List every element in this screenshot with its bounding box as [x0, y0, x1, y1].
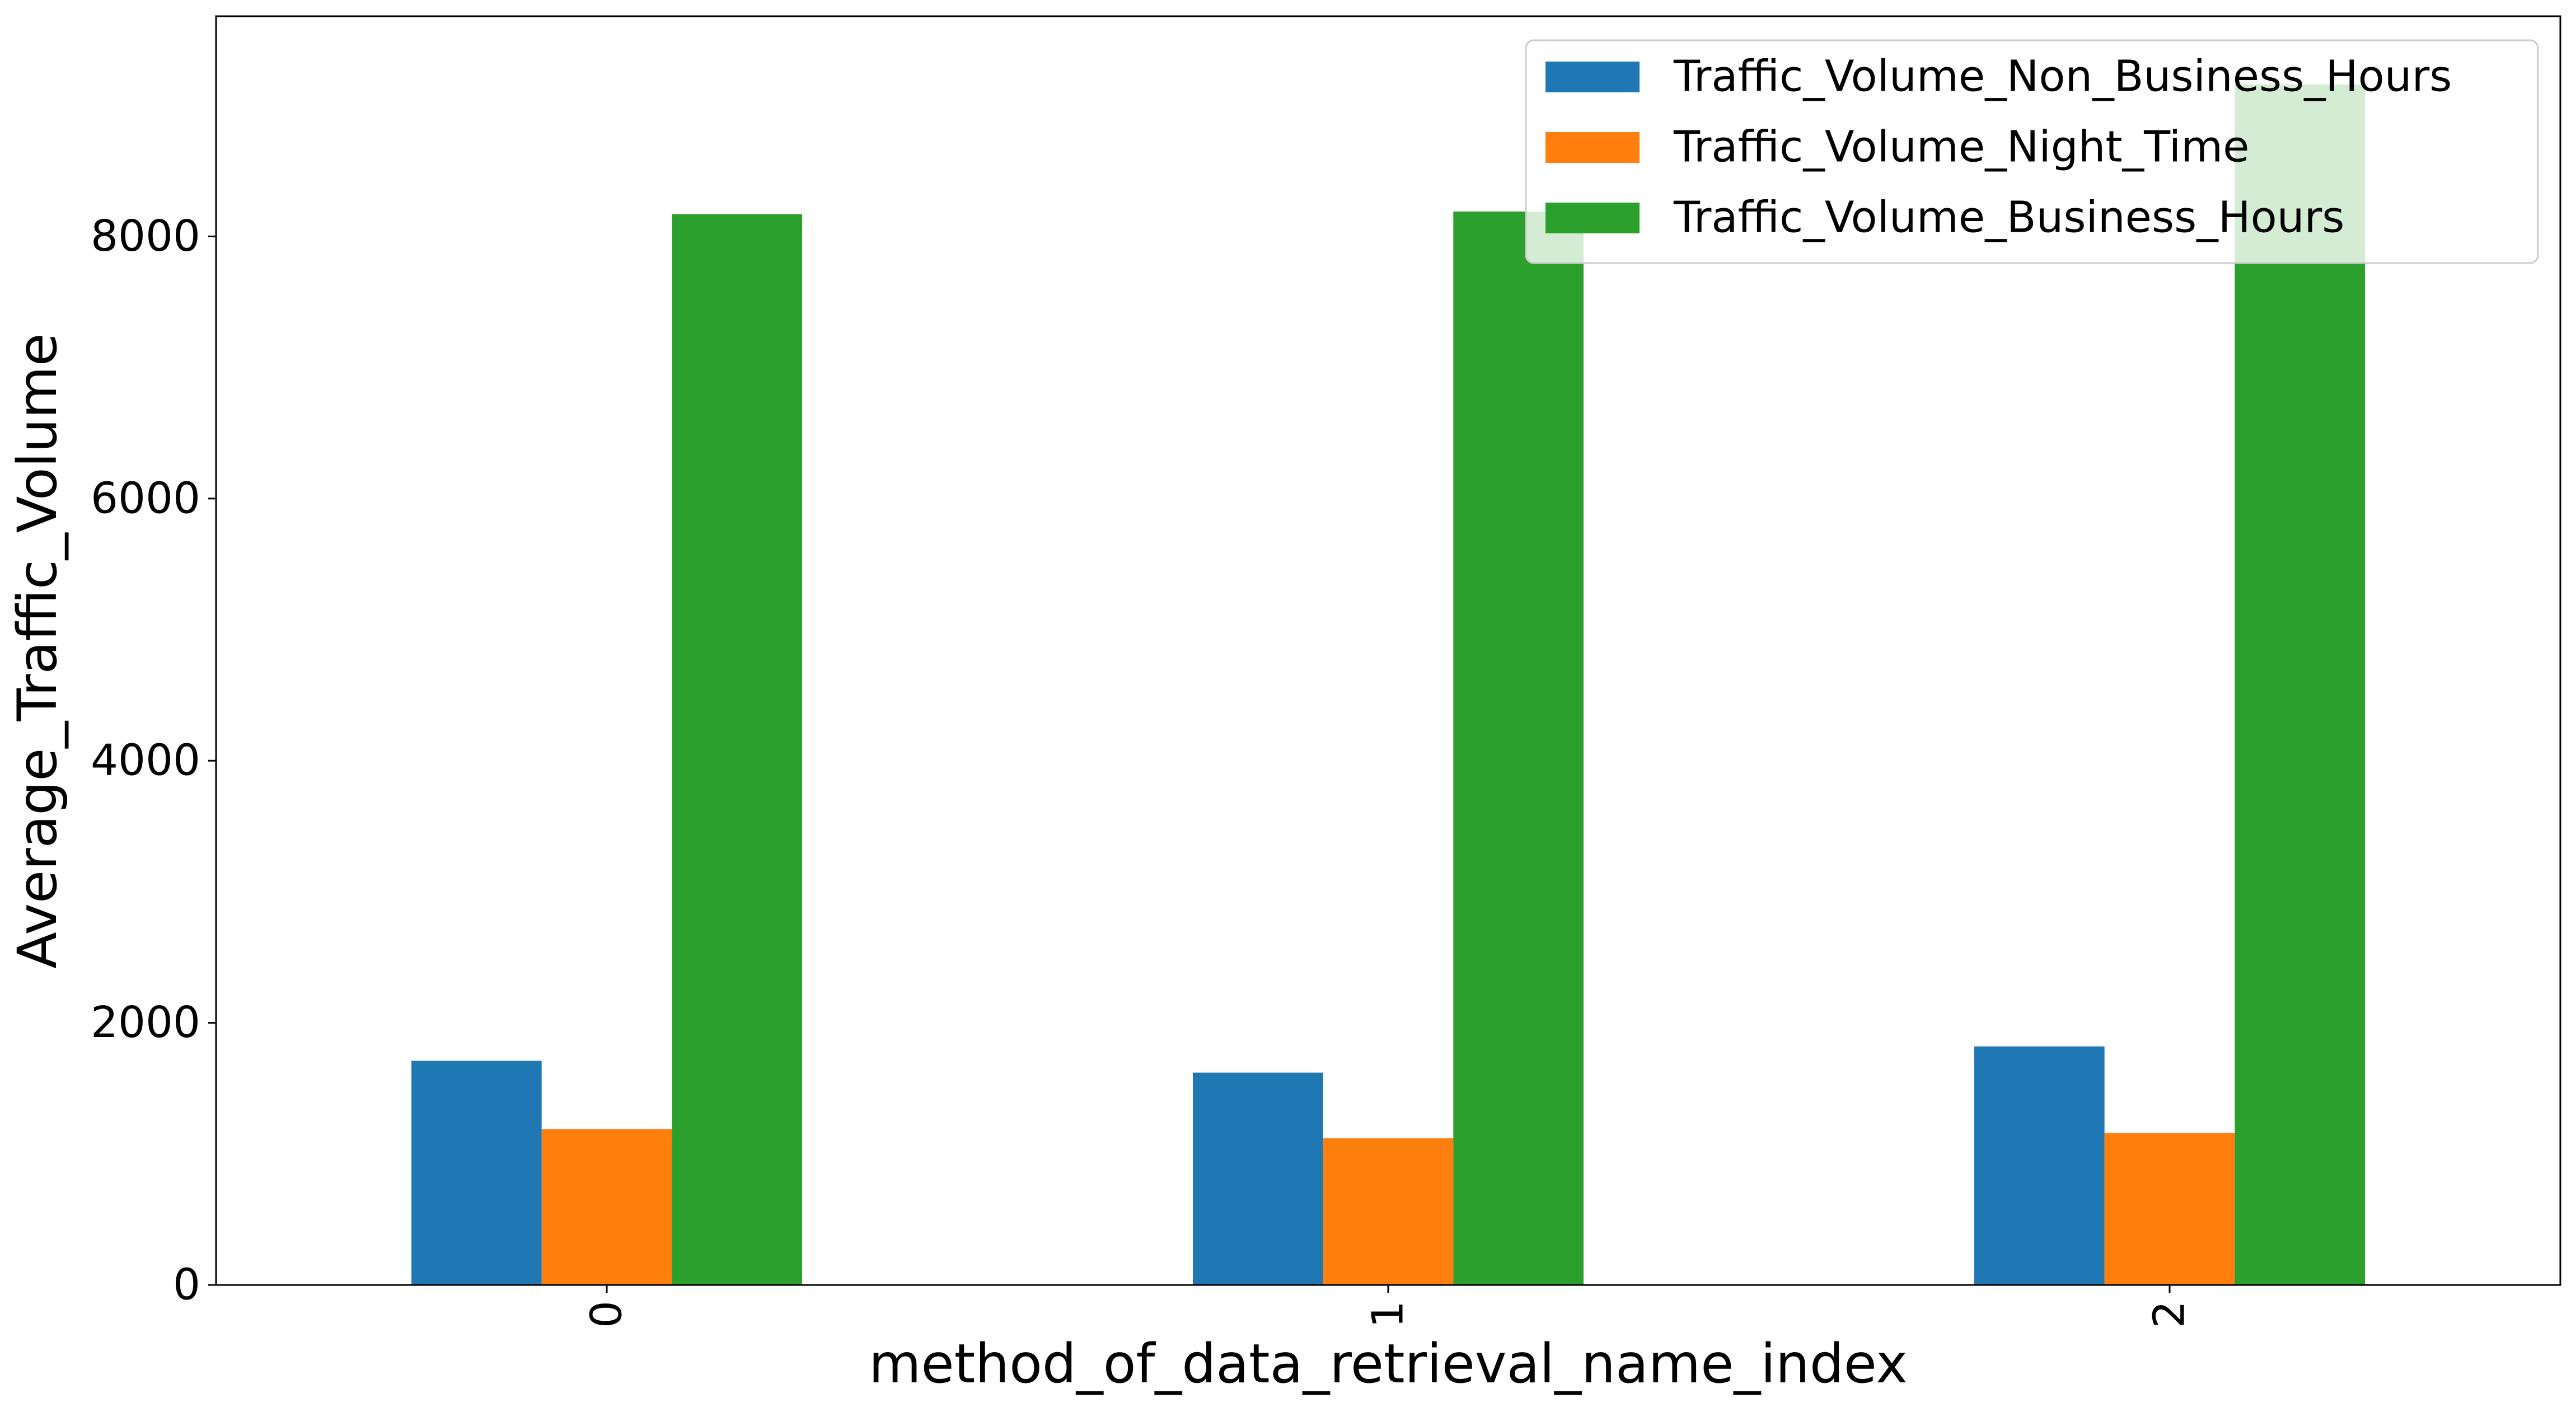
legend-swatch [1545, 62, 1640, 92]
bar-Traffic_Volume_Non_Business_Hours-1 [1193, 1072, 1323, 1285]
y-axis-ticks: 0 2000 4000 6000 8000 [91, 212, 216, 1310]
bar-Traffic_Volume_Night_Time-1 [1323, 1138, 1454, 1285]
y-tick-label: 6000 [91, 473, 200, 523]
bar-Traffic_Volume_Non_Business_Hours-2 [1974, 1046, 2105, 1285]
y-tick-label: 4000 [91, 736, 200, 786]
legend-swatch [1545, 203, 1640, 233]
x-tick-label: 1 [1364, 1301, 1413, 1328]
legend-box [1525, 39, 2539, 264]
bar-Traffic_Volume_Business_Hours-2 [2235, 84, 2365, 1285]
y-tick-label: 8000 [91, 212, 200, 261]
plot-frame [215, 15, 2561, 1286]
bars-group [411, 84, 2365, 1286]
bar-Traffic_Volume_Night_Time-0 [541, 1129, 672, 1285]
legend-label: Traffic_Volume_Night_Time [1673, 123, 2250, 172]
bar-Traffic_Volume_Non_Business_Hours-0 [411, 1061, 542, 1285]
y-tick-label: 2000 [91, 998, 200, 1048]
y-tick-label: 0 [173, 1260, 200, 1310]
legend: Traffic_Volume_Non_Business_Hours Traffic… [1525, 39, 2539, 264]
bar-Traffic_Volume_Business_Hours-1 [1453, 211, 1584, 1286]
bar-Traffic_Volume_Night_Time-2 [2104, 1133, 2235, 1285]
legend-label: Traffic_Volume_Business_Hours [1673, 193, 2344, 243]
x-tick-label: 2 [2145, 1301, 2195, 1328]
bar-Traffic_Volume_Business_Hours-0 [672, 214, 802, 1285]
legend-swatch [1545, 132, 1640, 163]
x-axis-ticks: 0 1 2 [582, 1285, 2195, 1328]
y-axis-title: Average_Traffic_Volume [6, 333, 69, 969]
legend-label: Traffic_Volume_Non_Business_Hours [1673, 52, 2452, 102]
x-tick-label: 0 [582, 1301, 632, 1328]
x-axis-title: method_of_data_retrieval_name_index [869, 1333, 1908, 1395]
